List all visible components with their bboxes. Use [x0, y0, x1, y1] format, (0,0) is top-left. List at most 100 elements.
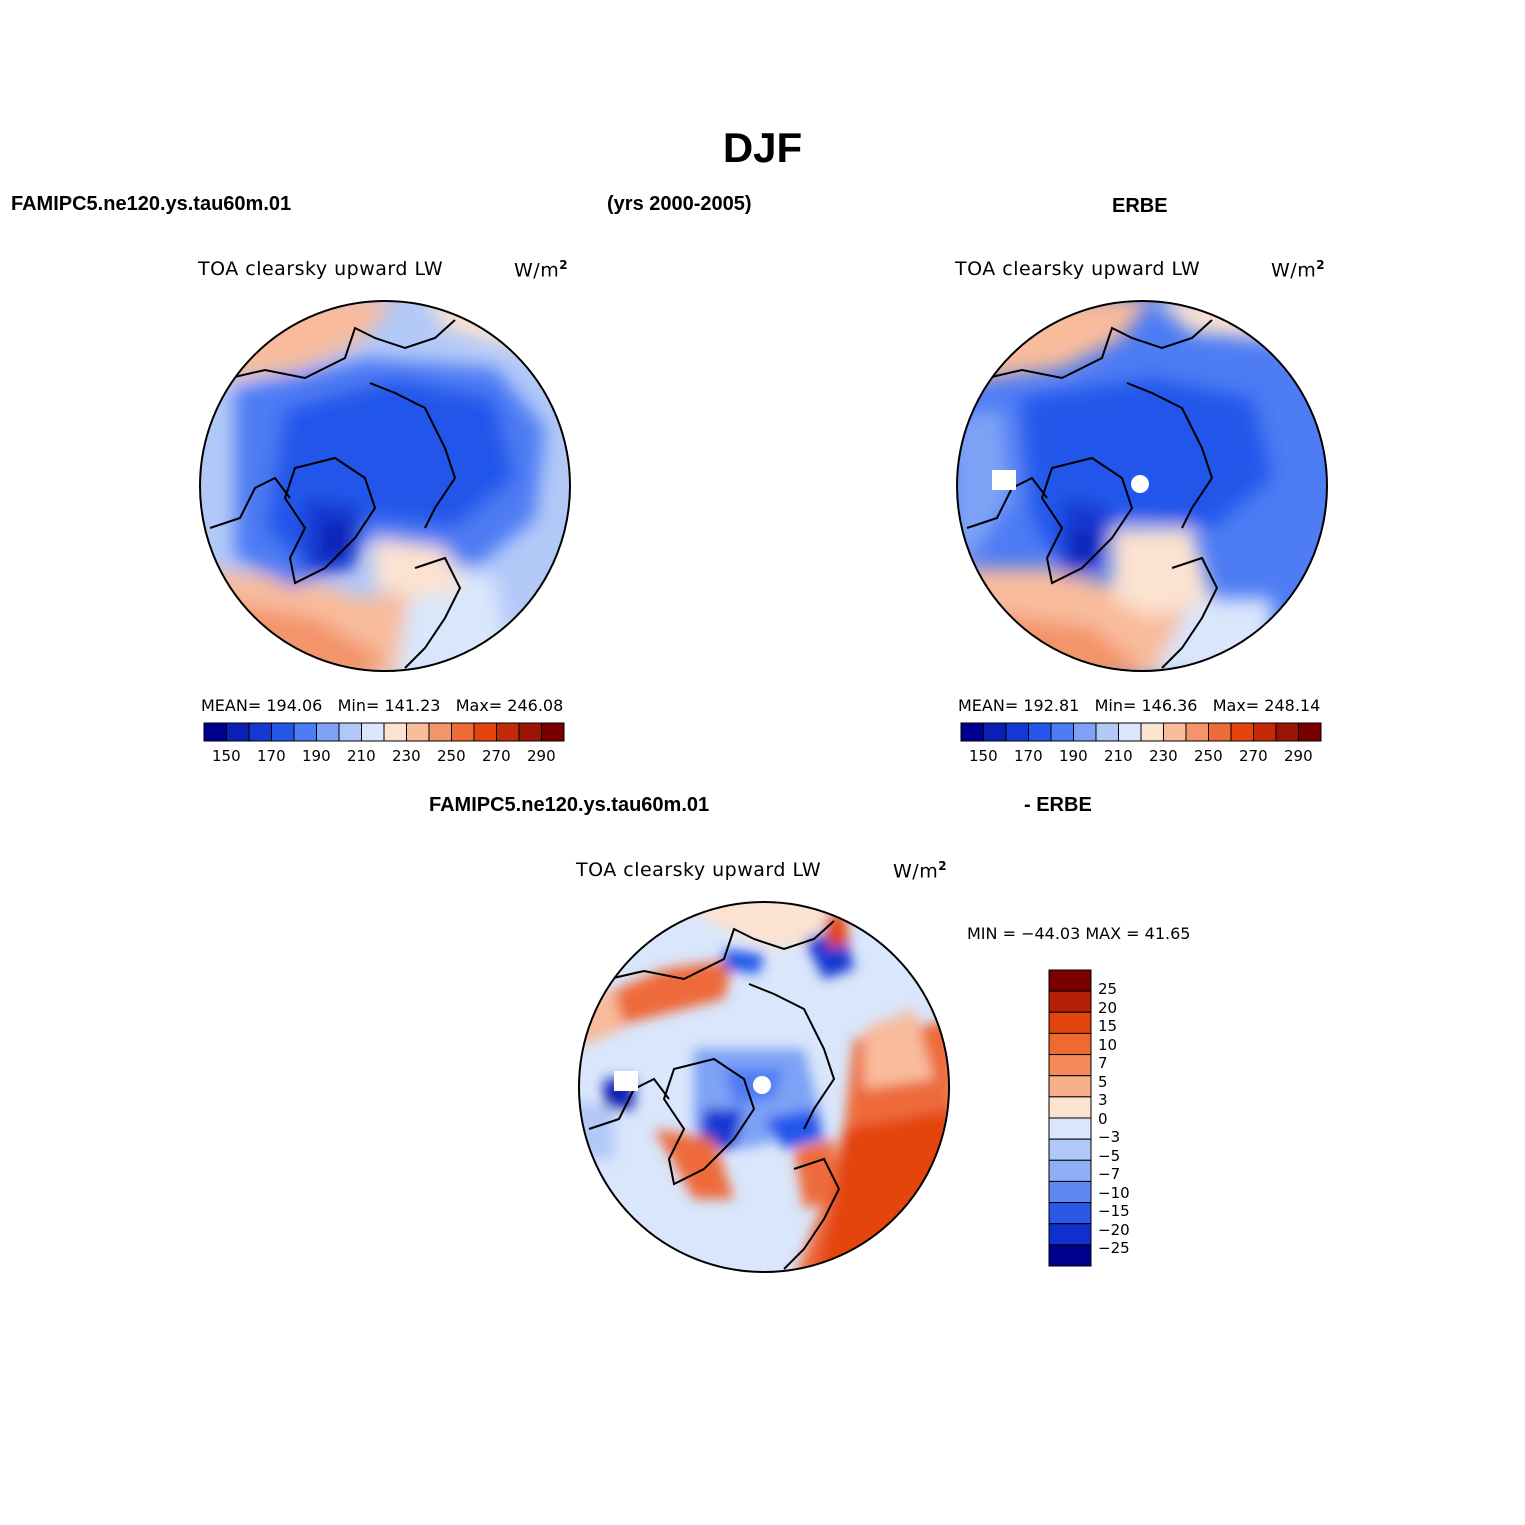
colorbar-swatch — [1095, 722, 1119, 742]
colorbar-tick: 25 — [1098, 980, 1118, 998]
colorbar-swatch — [226, 722, 250, 742]
colorbar-swatch — [1050, 722, 1074, 742]
years-label: (yrs 2000-2005) — [607, 193, 752, 215]
colorbar-swatch — [1048, 1032, 1092, 1056]
colorbar-swatch — [1048, 1138, 1092, 1161]
colorbar-swatch — [518, 722, 542, 742]
colorbar-swatch — [1118, 722, 1142, 742]
colorbar-tick: 290 — [1284, 747, 1313, 765]
colorbar-swatch — [1005, 722, 1029, 742]
model-polar-map — [199, 300, 571, 672]
colorbar-swatch — [1048, 1096, 1092, 1119]
colorbar-swatch — [451, 722, 475, 742]
colorbar-tick: −5 — [1098, 1147, 1121, 1165]
obs-colorbar-ticks: 150 170 190 210 230 250 270 290 — [960, 747, 1322, 767]
colorbar-swatch — [338, 722, 362, 742]
colorbar-tick: 10 — [1098, 1036, 1118, 1054]
colorbar-tick: 15 — [1098, 1017, 1118, 1035]
colorbar-swatch — [1140, 722, 1164, 742]
colorbar-swatch — [316, 722, 340, 742]
colorbar-swatch — [1048, 1244, 1092, 1267]
colorbar-swatch — [1048, 1180, 1092, 1204]
obs-colorbar — [960, 722, 1322, 742]
colorbar-swatch — [383, 722, 407, 742]
model-colorbar-ticks: 150 170 190 210 230 250 270 290 — [203, 747, 565, 767]
colorbar-tick: 210 — [1104, 747, 1133, 765]
colorbar-tick: 230 — [1149, 747, 1178, 765]
diff-case-name: FAMIPC5.ne120.ys.tau60m.01 — [429, 794, 710, 816]
colorbar-swatch — [473, 722, 497, 742]
diff-polar-map — [578, 901, 950, 1273]
colorbar-tick: 170 — [257, 747, 286, 765]
colorbar-tick: 250 — [437, 747, 466, 765]
obs-panel-title: TOA clearsky upward LW — [955, 258, 1201, 280]
diff-colorbar-ticks: 25 20 15 10 7 5 3 0 −3 −5 −7 −10 −15 −20… — [1098, 969, 1158, 1269]
colorbar-tick: 270 — [1239, 747, 1268, 765]
colorbar-tick: 150 — [212, 747, 241, 765]
colorbar-swatch — [1048, 1159, 1092, 1182]
colorbar-swatch — [1253, 722, 1277, 742]
colorbar-swatch — [428, 722, 452, 742]
diff-panel-units: W/m2 — [893, 859, 948, 883]
colorbar-swatch — [1048, 1202, 1092, 1225]
diff-obs-name: - ERBE — [1024, 794, 1092, 816]
colorbar-swatch — [1048, 969, 1092, 992]
colorbar-tick: 210 — [347, 747, 376, 765]
colorbar-tick: 250 — [1194, 747, 1223, 765]
colorbar-swatch — [541, 722, 565, 742]
colorbar-swatch — [1298, 722, 1322, 742]
colorbar-swatch — [1048, 1223, 1092, 1246]
colorbar-tick: −7 — [1098, 1165, 1121, 1183]
model-panel-title: TOA clearsky upward LW — [198, 258, 444, 280]
colorbar-swatch — [1028, 722, 1052, 742]
colorbar-tick: 270 — [482, 747, 511, 765]
colorbar-swatch — [1163, 722, 1187, 742]
colorbar-swatch — [1208, 722, 1232, 742]
obs-stats: MEAN= 192.81 Min= 146.36 Max= 248.14 — [958, 696, 1321, 715]
colorbar-tick: 5 — [1098, 1073, 1108, 1091]
colorbar-tick: −3 — [1098, 1128, 1121, 1146]
colorbar-swatch — [293, 722, 317, 742]
colorbar-tick: 170 — [1014, 747, 1043, 765]
colorbar-swatch — [248, 722, 272, 742]
colorbar-swatch — [960, 722, 984, 742]
obs-name: ERBE — [1112, 195, 1168, 217]
colorbar-tick: −20 — [1098, 1221, 1130, 1239]
colorbar-tick: 20 — [1098, 999, 1118, 1017]
colorbar-tick: −25 — [1098, 1239, 1130, 1257]
colorbar-tick: −10 — [1098, 1184, 1130, 1202]
diff-colorbar — [1048, 969, 1092, 1267]
model-colorbar — [203, 722, 565, 742]
diff-min-max: MIN = −44.03 MAX = 41.65 — [967, 924, 1191, 943]
colorbar-swatch — [1073, 722, 1097, 742]
colorbar-swatch — [406, 722, 430, 742]
colorbar-swatch — [203, 722, 227, 742]
colorbar-tick: 290 — [527, 747, 556, 765]
obs-panel-units: W/m2 — [1271, 258, 1326, 282]
colorbar-tick: 230 — [392, 747, 421, 765]
colorbar-swatch — [1048, 1054, 1092, 1077]
colorbar-tick: 190 — [302, 747, 331, 765]
colorbar-swatch — [1275, 722, 1299, 742]
model-panel-units: W/m2 — [514, 258, 569, 282]
colorbar-tick: 150 — [969, 747, 998, 765]
colorbar-swatch — [361, 722, 385, 742]
colorbar-swatch — [1048, 1075, 1092, 1098]
colorbar-tick: 3 — [1098, 1091, 1108, 1109]
colorbar-swatch — [1230, 722, 1254, 742]
colorbar-swatch — [1048, 1011, 1092, 1034]
colorbar-tick: 190 — [1059, 747, 1088, 765]
colorbar-swatch — [983, 722, 1007, 742]
colorbar-swatch — [1048, 1117, 1092, 1140]
diff-panel-title: TOA clearsky upward LW — [576, 859, 822, 881]
model-stats: MEAN= 194.06 Min= 141.23 Max= 246.08 — [201, 696, 564, 715]
figure-title: DJF — [722, 124, 803, 171]
colorbar-tick: 0 — [1098, 1110, 1108, 1128]
colorbar-swatch — [271, 722, 295, 742]
colorbar-tick: 7 — [1098, 1054, 1108, 1072]
obs-polar-map — [956, 300, 1328, 672]
colorbar-tick: −15 — [1098, 1202, 1130, 1220]
model-case-name: FAMIPC5.ne120.ys.tau60m.01 — [11, 193, 292, 215]
colorbar-swatch — [496, 722, 520, 742]
colorbar-swatch — [1048, 990, 1092, 1013]
